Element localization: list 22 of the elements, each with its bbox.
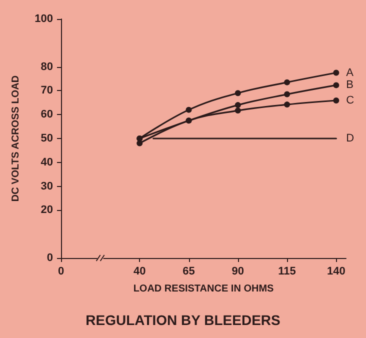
text: REGULATION BY BLEEDERS [86,312,280,328]
x-axis-title: LOAD RESISTANCE IN OHMS [133,284,274,294]
y-tick-label: 60 [40,108,53,121]
y-tick-label: 40 [40,156,53,168]
y-tick-label: 50 [40,132,53,144]
series-label: D [346,132,354,144]
y-tick-label: 0 [46,252,53,264]
series-label: B [346,79,354,92]
y-tick-label: 80 [40,60,53,73]
y-axis-title: DC VOLTS ACROSS LOAD [10,75,22,202]
x-tick-label: 90 [232,266,244,278]
y-tick-label: 20 [40,204,53,216]
y-tick-label: 70 [40,84,53,97]
series-label: A [346,66,354,79]
y-tick-label: 100 [34,13,53,25]
x-tick-label: 40 [133,266,146,278]
x-tick-label: 115 [278,266,296,278]
series-label: C [346,94,354,106]
y-tick-label: 30 [40,180,53,192]
x-tick-label: 0 [58,266,64,278]
x-tick-label: 65 [182,266,195,278]
x-tick-label: 140 [326,266,346,278]
